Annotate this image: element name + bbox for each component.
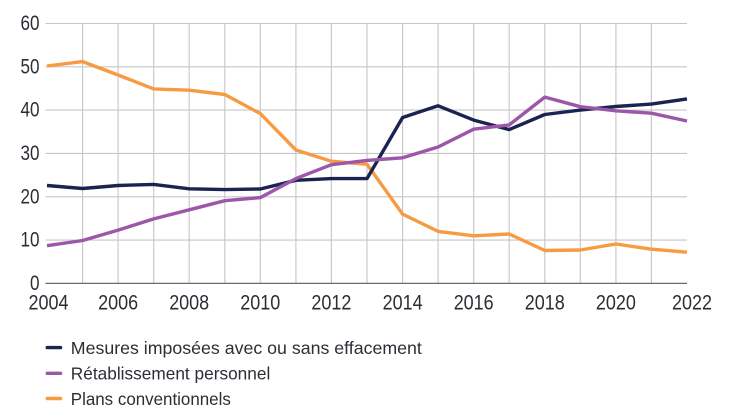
- svg-text:40: 40: [21, 98, 40, 122]
- svg-text:2006: 2006: [98, 291, 138, 315]
- svg-text:2010: 2010: [240, 291, 280, 315]
- svg-text:Mesures imposées avec ou sans: Mesures imposées avec ou sans effacement: [71, 338, 422, 358]
- svg-text:10: 10: [21, 228, 40, 252]
- svg-text:2020: 2020: [596, 291, 636, 315]
- svg-text:0: 0: [30, 271, 40, 295]
- svg-text:30: 30: [21, 141, 40, 165]
- svg-text:2016: 2016: [454, 291, 494, 315]
- svg-text:Plans conventionnels: Plans conventionnels: [71, 389, 231, 409]
- svg-text:2018: 2018: [525, 291, 565, 315]
- svg-text:2008: 2008: [169, 291, 209, 315]
- svg-text:2022: 2022: [672, 291, 712, 315]
- svg-text:2014: 2014: [383, 291, 423, 315]
- svg-text:Rétablissement personnel: Rétablissement personnel: [71, 364, 270, 384]
- svg-text:60: 60: [21, 11, 40, 35]
- svg-text:2012: 2012: [311, 291, 351, 315]
- svg-text:50: 50: [21, 54, 40, 78]
- svg-text:20: 20: [21, 184, 40, 208]
- svg-text:2004: 2004: [29, 291, 69, 315]
